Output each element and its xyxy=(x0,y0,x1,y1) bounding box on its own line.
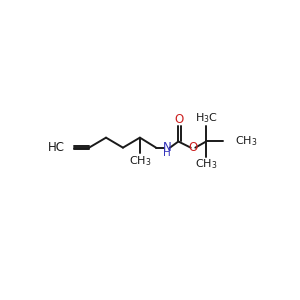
Text: O: O xyxy=(175,113,184,126)
Text: H$_3$C: H$_3$C xyxy=(195,112,218,125)
Text: H: H xyxy=(163,148,171,158)
Text: CH$_3$: CH$_3$ xyxy=(129,154,151,168)
Text: O: O xyxy=(188,141,198,154)
Text: HC: HC xyxy=(48,141,65,154)
Text: N: N xyxy=(163,141,171,154)
Text: CH$_3$: CH$_3$ xyxy=(195,158,218,172)
Text: CH$_3$: CH$_3$ xyxy=(235,135,257,148)
